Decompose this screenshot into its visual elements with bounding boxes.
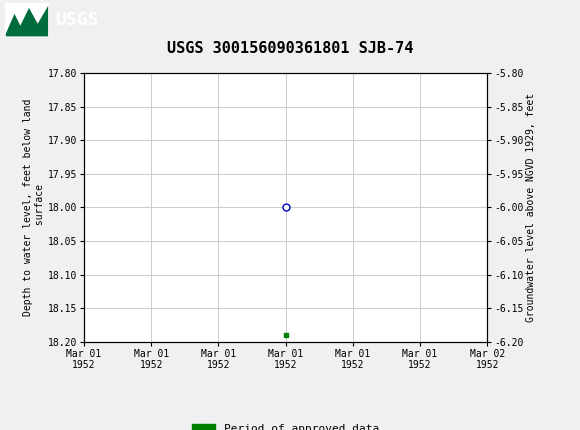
Text: USGS: USGS [55,11,99,29]
Polygon shape [6,6,48,37]
Legend: Period of approved data: Period of approved data [188,420,383,430]
Y-axis label: Groundwater level above NGVD 1929, feet: Groundwater level above NGVD 1929, feet [526,93,537,322]
Y-axis label: Depth to water level, feet below land
 surface: Depth to water level, feet below land su… [23,99,45,316]
Text: USGS 300156090361801 SJB-74: USGS 300156090361801 SJB-74 [167,41,413,56]
FancyBboxPatch shape [5,3,48,37]
